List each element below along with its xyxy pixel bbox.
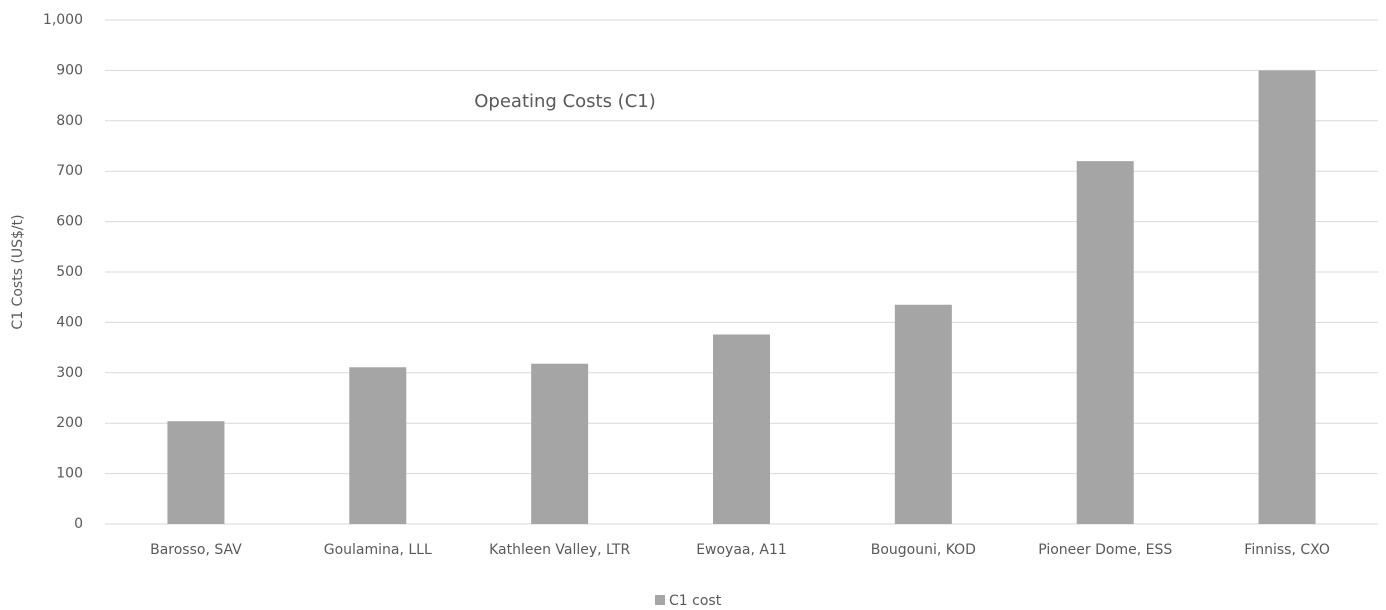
chart-title: Opeating Costs (C1) (474, 91, 656, 112)
y-tick-label: 600 (56, 214, 83, 230)
x-tick-label: Goulamina, LLL (324, 542, 432, 558)
bar (1076, 161, 1134, 524)
legend-swatch (655, 595, 665, 605)
bar (531, 363, 589, 524)
bar (1258, 70, 1316, 525)
bar (167, 421, 225, 524)
y-tick-label: 1,000 (43, 12, 83, 28)
y-tick-label: 800 (56, 113, 83, 129)
y-tick-label: 200 (56, 415, 83, 431)
y-tick-label: 300 (56, 365, 83, 381)
y-tick-label: 900 (56, 62, 83, 78)
y-tick-label: 100 (56, 466, 83, 482)
bar (349, 367, 407, 524)
x-tick-label: Bougouni, KOD (871, 542, 976, 558)
x-tick-label: Finniss, CXO (1244, 542, 1330, 558)
bar (713, 334, 770, 524)
bar (894, 304, 952, 524)
x-tick-label: Ewoyaa, A11 (696, 542, 787, 558)
y-tick-label: 0 (74, 516, 83, 532)
y-tick-label: 700 (56, 163, 83, 179)
x-tick-label: Kathleen Valley, LTR (489, 542, 630, 558)
x-tick-label: Pioneer Dome, ESS (1038, 542, 1172, 558)
y-tick-label: 500 (56, 264, 83, 280)
x-tick-label: Barosso, SAV (150, 542, 242, 558)
legend-label: C1 cost (669, 593, 722, 609)
y-axis-label: C1 Costs (US$/t) (10, 214, 26, 329)
y-tick-label: 400 (56, 314, 83, 330)
